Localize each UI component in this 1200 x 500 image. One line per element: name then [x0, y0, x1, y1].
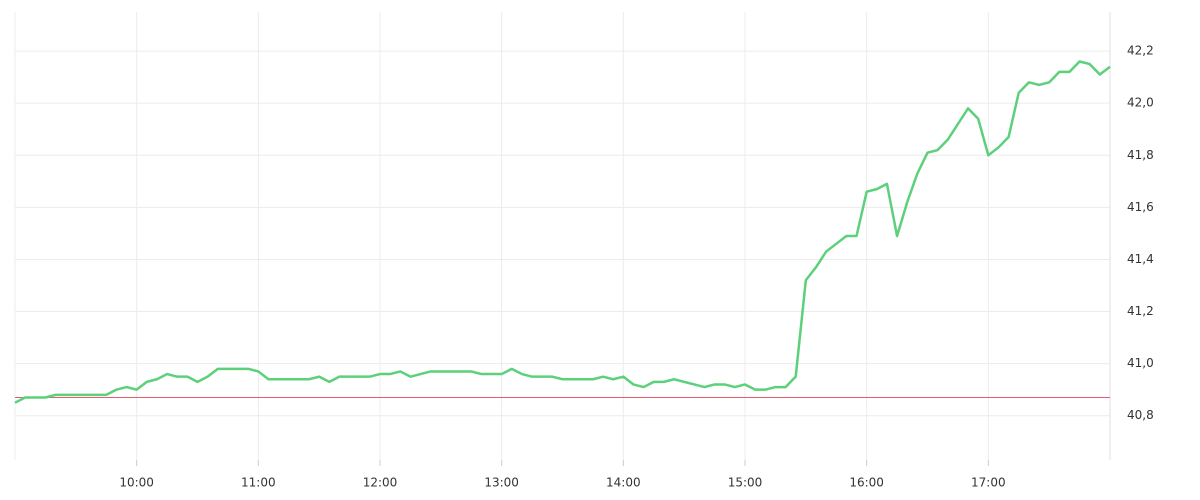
x-tick-label: 17:00	[971, 476, 1006, 490]
x-tick-label: 15:00	[728, 476, 763, 490]
x-tick-label: 14:00	[606, 476, 641, 490]
x-tick-label: 12:00	[363, 476, 398, 490]
price-line	[14, 60, 1111, 404]
y-tick-label: 42,0	[1127, 96, 1154, 110]
y-tick-label: 41,8	[1127, 148, 1154, 162]
x-tick-label: 16:00	[849, 476, 884, 490]
y-tick-label: 41,6	[1127, 200, 1154, 214]
y-tick-label: 42,2	[1127, 44, 1154, 58]
y-tick-label: 40,8	[1127, 408, 1154, 422]
y-tick-label: 41,2	[1127, 304, 1154, 318]
x-tick-label: 11:00	[241, 476, 276, 490]
y-tick-label: 41,0	[1127, 356, 1154, 370]
y-tick-label: 41,4	[1127, 252, 1154, 266]
x-tick-label: 10:00	[119, 476, 154, 490]
x-tick-label: 13:00	[484, 476, 519, 490]
